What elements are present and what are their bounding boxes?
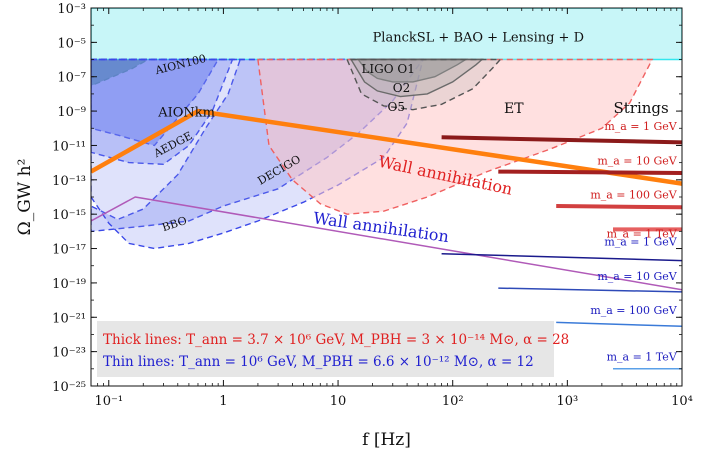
region-label-o5: O5 [388, 100, 405, 114]
region-aionkm [91, 58, 220, 147]
series-wall-annihilation-thick [91, 108, 682, 186]
region-label-plancksl-bao-lensing-d: PlanckSL + BAO + Lensing + D [373, 31, 584, 46]
annotation-m-a-100-gev-9: m_a = 100 GeV [590, 304, 677, 317]
y-tick-label: 10⁻²⁵ [52, 380, 86, 395]
axes: 10⁻³ 10⁻⁵ 10⁻⁷ 10⁻⁹ 10⁻¹¹ 10⁻¹³ 10⁻¹⁵ 10⁻¹⁷ 10⁻¹… [15, 2, 693, 450]
y-tick-label: 10⁻¹⁹ [52, 277, 86, 292]
annotation-wall-annihilation-1: Wall annihilation [312, 208, 450, 246]
legend-line-0: Thick lines: T_ann = 3.7 × 10⁶ GeV, M_PB… [103, 332, 569, 348]
legend-line-1: Thin lines: T_ann = 10⁶ GeV, M_PBH = 6.6… [103, 354, 534, 370]
region-aedge [91, 58, 234, 166]
x-tick-label: 10 [330, 394, 347, 409]
y-tick-label: 10⁻²³ [52, 346, 86, 361]
y-tick-label: 10⁻⁷ [57, 71, 86, 86]
y-tick-label: 10⁻¹⁵ [52, 208, 86, 223]
legend-box [97, 321, 554, 377]
x-tick-label: 10⁴ [671, 394, 693, 409]
x-tick-label: 1 [219, 394, 227, 409]
y-tick-label: 10⁻³ [57, 2, 86, 17]
series-wall-annihilation-thin [91, 196, 682, 291]
y-tick-label: 10⁻¹⁷ [52, 243, 86, 258]
sensitivity-regions [91, 8, 682, 250]
annotation-m-a-1-tev-10: m_a = 1 TeV [607, 351, 678, 364]
y-axis-title: Ω_GW h² [15, 159, 35, 236]
x-tick-label: 10³ [556, 394, 578, 409]
annotation-m-a-100-gev-5: m_a = 100 GeV [590, 189, 677, 202]
region-o2 [349, 58, 484, 98]
annotation-m-a-1-tev-6: m_a = 1 TeV [607, 227, 678, 240]
y-tick-label: 10⁻⁹ [57, 105, 86, 120]
region-label-et: ET [504, 101, 524, 117]
series-strings-m-a-10-gev-thick [498, 169, 682, 175]
x-axis-title: f [Hz] [362, 430, 411, 450]
annotation-m-a-10-gev-8: m_a = 10 GeV [597, 270, 677, 283]
series-strings-m-a-100-gev-thick [556, 204, 682, 210]
series-strings-m-a-10-gev-thin [498, 287, 682, 293]
region-label-ligo-o1: LIGO O1 [361, 62, 414, 76]
region-label-o2: O2 [393, 81, 410, 95]
annotation-strings-2: Strings [614, 99, 669, 117]
annotation-m-a-1-gev-3: m_a = 1 GeV [604, 120, 677, 133]
annotation-m-a-1-gev-7: m_a = 1 GeV [604, 236, 677, 249]
annotation-m-a-10-gev-4: m_a = 10 GeV [597, 154, 677, 167]
parameter-legend: Thick lines: T_ann = 3.7 × 10⁶ GeV, M_PB… [97, 321, 569, 377]
region-ligo-o1 [356, 58, 469, 83]
region-o5 [346, 58, 502, 111]
series-strings-m-a-1-gev-thick [441, 135, 682, 145]
series-strings-m-a-1-gev-thin [441, 252, 682, 262]
y-tick-label: 10⁻⁵ [57, 36, 86, 51]
series-strings-m-a-100-gev-thin [556, 321, 682, 328]
y-tick-label: 10⁻¹¹ [52, 139, 86, 154]
y-tick-label: 10⁻²¹ [52, 311, 86, 326]
x-tick-label: 10⁻¹ [94, 394, 123, 409]
region-label-aionkm: AIONkm [157, 105, 215, 120]
spectrum-lines [91, 108, 682, 370]
x-tick-label: 10² [442, 394, 464, 409]
y-tick-label: 10⁻¹³ [52, 174, 86, 189]
